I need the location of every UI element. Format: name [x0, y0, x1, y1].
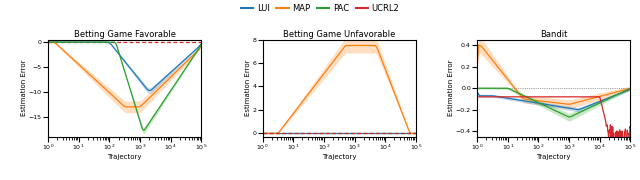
Y-axis label: Estimation Error: Estimation Error: [21, 60, 28, 116]
Title: Bandit: Bandit: [540, 30, 568, 39]
Title: Betting Game Unfavorable: Betting Game Unfavorable: [283, 30, 396, 39]
X-axis label: Trajectory: Trajectory: [108, 154, 142, 160]
Y-axis label: Estimation Error: Estimation Error: [245, 60, 251, 116]
Title: Betting Game Favorable: Betting Game Favorable: [74, 30, 175, 39]
X-axis label: Trajectory: Trajectory: [322, 154, 356, 160]
X-axis label: Trajectory: Trajectory: [536, 154, 571, 160]
Legend: LUI, MAP, PAC, UCRL2: LUI, MAP, PAC, UCRL2: [237, 1, 403, 16]
Y-axis label: Estimation Error: Estimation Error: [449, 60, 454, 116]
